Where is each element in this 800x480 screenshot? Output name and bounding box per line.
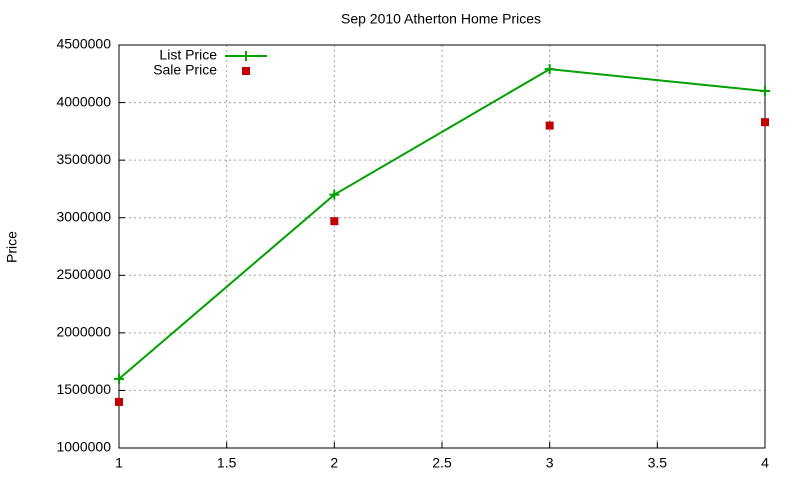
x-tick-label: 3 bbox=[546, 455, 554, 471]
legend-marker bbox=[242, 67, 250, 75]
plot-border bbox=[118, 44, 766, 449]
x-tick-label: 2 bbox=[330, 455, 338, 471]
y-tick-label: 1000000 bbox=[56, 439, 111, 455]
y-tick-label: 4000000 bbox=[56, 93, 111, 109]
y-tick-label: 2000000 bbox=[56, 324, 111, 340]
legend-label: List Price bbox=[159, 47, 217, 63]
legend-label: Sale Price bbox=[153, 62, 217, 78]
series-line bbox=[118, 68, 766, 380]
x-tick-label: 4 bbox=[761, 455, 769, 471]
y-tick-label: 3500000 bbox=[56, 151, 111, 167]
x-tick-label: 1.5 bbox=[217, 455, 237, 471]
point-marker bbox=[330, 217, 339, 226]
chart-title: Sep 2010 Atherton Home Prices bbox=[341, 11, 541, 27]
point-marker bbox=[329, 189, 340, 200]
x-tick-label: 2.5 bbox=[432, 455, 452, 471]
y-axis-label: Price bbox=[4, 231, 20, 263]
x-tick-label: 3.5 bbox=[648, 455, 668, 471]
point-marker bbox=[760, 86, 770, 97]
y-tick-label: 1500000 bbox=[56, 381, 111, 397]
y-tick-label: 4500000 bbox=[56, 36, 111, 52]
point-marker bbox=[114, 373, 124, 384]
legend-marker bbox=[241, 51, 251, 61]
y-tick-label: 2500000 bbox=[56, 266, 111, 282]
y-tick-label: 3000000 bbox=[56, 208, 111, 224]
point-marker bbox=[115, 397, 123, 406]
point-marker bbox=[761, 118, 769, 127]
x-tick-label: 1 bbox=[115, 455, 123, 471]
point-marker bbox=[545, 121, 554, 130]
point-marker bbox=[544, 64, 555, 75]
